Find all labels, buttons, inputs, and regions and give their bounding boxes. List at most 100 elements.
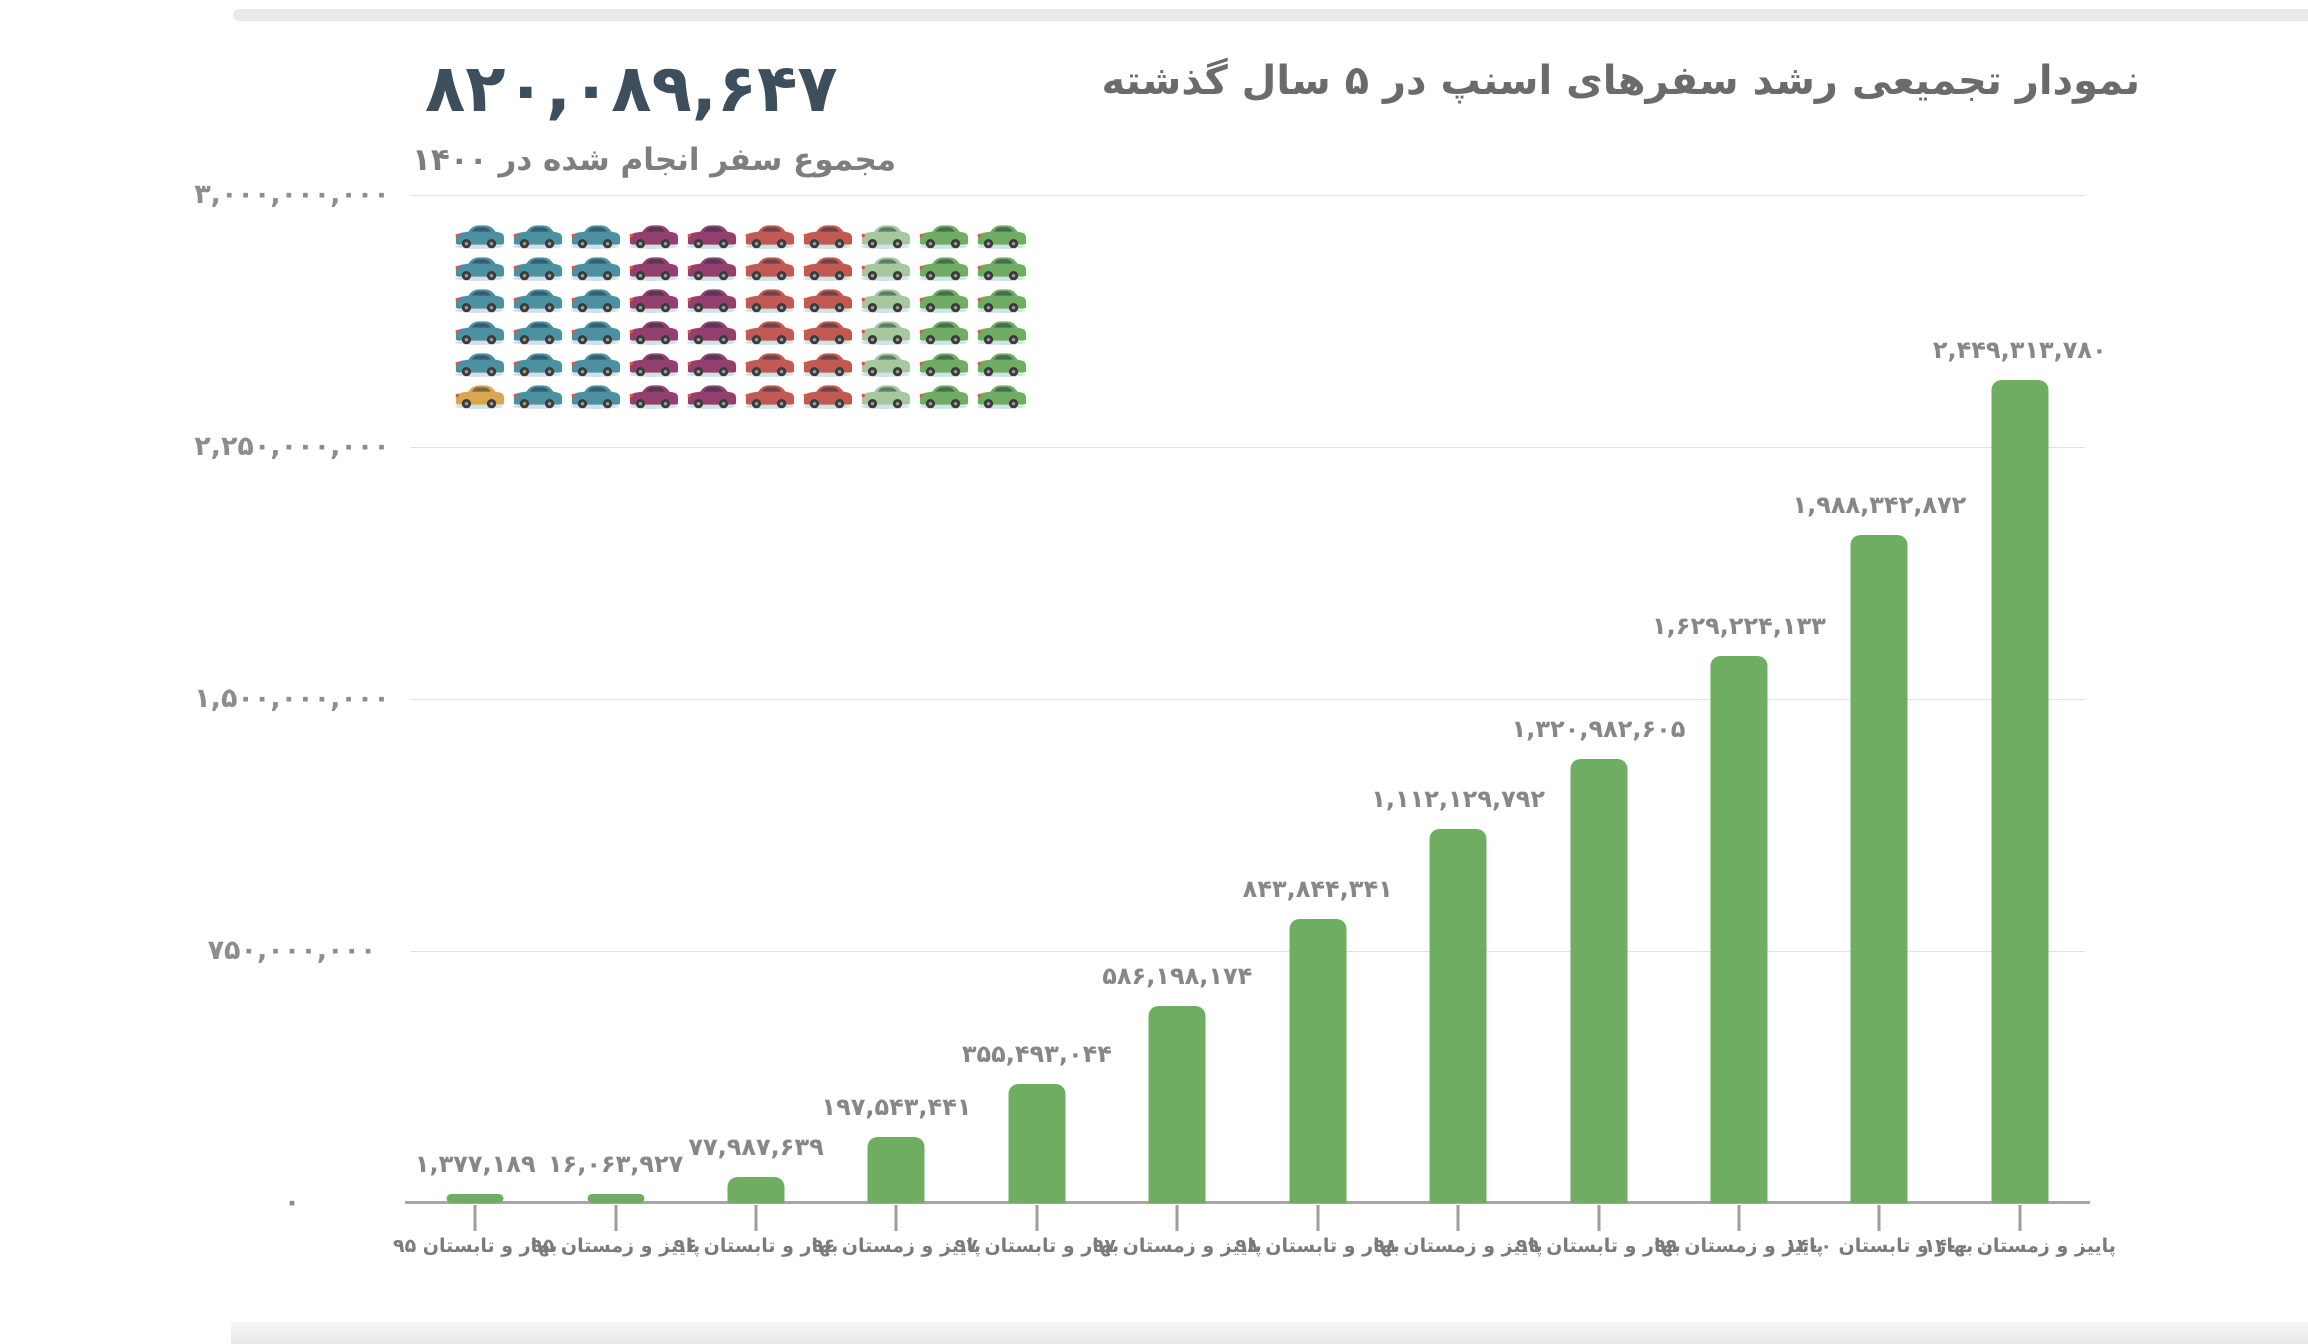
car-icon	[742, 252, 796, 282]
car-icon	[626, 252, 680, 282]
bar	[1429, 829, 1487, 1203]
car-icon	[858, 252, 912, 282]
bar	[727, 1177, 785, 1203]
car-icon	[974, 348, 1028, 378]
car-icon	[626, 348, 680, 378]
bar-value-label: ۷۷,۹۸۷,۶۳۹	[688, 1133, 824, 1161]
bar-column: ۱۶,۰۶۳,۹۲۷ پاییز و زمستان ۹۵	[531, 195, 700, 1257]
car-icon	[452, 348, 506, 378]
car-icon	[742, 284, 796, 314]
car-icon	[684, 252, 738, 282]
top-divider	[233, 9, 2308, 21]
car-icon	[858, 284, 912, 314]
gridline	[410, 951, 2085, 952]
car-icon	[974, 380, 1028, 410]
axis-tick	[1175, 1205, 1179, 1231]
car-icon	[684, 348, 738, 378]
x-axis-label: پاییز و زمستان ۹۸	[1373, 1235, 1543, 1257]
car-icon	[452, 380, 506, 410]
bar-column: ۱,۹۸۸,۳۴۲,۸۷۲ بهار و تابستان ۱۴۰۰	[1786, 195, 1974, 1257]
bar-value-label: ۸۴۳,۸۴۴,۳۴۱	[1242, 875, 1393, 903]
car-icon	[800, 252, 854, 282]
x-axis-label: بهار و تابستان ۹۹	[1516, 1235, 1681, 1257]
bar	[446, 1194, 504, 1203]
car-icon	[916, 380, 970, 410]
car-icon	[684, 220, 738, 250]
bar-value-label: ۱,۳۲۰,۹۸۲,۶۰۵	[1511, 715, 1686, 743]
car-icon	[858, 316, 912, 346]
bar-column: ۱,۳۲۰,۹۸۲,۶۰۵ بهار و تابستان ۹۹	[1512, 195, 1686, 1257]
car-icon	[974, 220, 1028, 250]
axis-tick	[754, 1205, 758, 1231]
gridline	[410, 447, 2085, 448]
car-icon	[742, 316, 796, 346]
y-axis-label: ۰	[283, 1187, 301, 1218]
car-icon	[452, 220, 506, 250]
x-axis-label: بهار و تابستان ۹۸	[1235, 1235, 1400, 1257]
bar-value-label: ۱۶,۰۶۳,۹۲۷	[547, 1150, 684, 1178]
car-icon	[858, 380, 912, 410]
x-axis-label: بهار و تابستان ۹۵	[392, 1235, 558, 1257]
gridline	[410, 699, 2085, 700]
x-axis-label: پاییز و زمستان ۹۹	[1654, 1235, 1824, 1257]
gridline	[410, 195, 2085, 196]
car-icon	[684, 380, 738, 410]
y-axis-label: ۱,۵۰۰,۰۰۰,۰۰۰	[194, 683, 390, 714]
car-icon	[916, 252, 970, 282]
bar	[1008, 1084, 1066, 1203]
chart-title: نمودار تجمیعی رشد سفرهای اسنپ در ۵ سال گ…	[1101, 58, 2140, 104]
car-icon	[568, 220, 622, 250]
car-icon	[742, 220, 796, 250]
bar	[867, 1137, 925, 1203]
bar	[1289, 919, 1347, 1203]
bar-value-label: ۱,۹۸۸,۳۴۲,۸۷۲	[1792, 491, 1967, 519]
bar-column: ۵۸۶,۱۹۸,۱۷۴ پاییز و زمستان ۹۷	[1093, 195, 1262, 1257]
axis-tick	[1035, 1205, 1039, 1231]
car-icon	[974, 252, 1028, 282]
axis-tick	[1737, 1205, 1741, 1231]
car-icon	[974, 316, 1028, 346]
y-axis-label: ۲,۲۵۰,۰۰۰,۰۰۰	[194, 431, 390, 462]
axis-tick	[1316, 1205, 1320, 1231]
axis-tick	[1456, 1205, 1460, 1231]
bar-value-label: ۱۹۷,۵۴۳,۴۴۱	[821, 1093, 972, 1121]
axis-tick	[614, 1205, 618, 1231]
car-icon	[510, 252, 564, 282]
car-icon	[452, 252, 506, 282]
bar-value-label: ۱,۶۲۹,۲۲۴,۱۳۳	[1652, 612, 1826, 640]
car-icon	[742, 380, 796, 410]
bar-value-label: ۲,۴۴۹,۳۱۳,۷۸۰	[1932, 336, 2107, 364]
axis-tick	[1877, 1205, 1881, 1231]
bar-column: ۸۴۳,۸۴۴,۳۴۱ بهار و تابستان ۹۸	[1235, 195, 1399, 1257]
bar	[1991, 380, 2049, 1203]
car-icon	[568, 284, 622, 314]
total-trips-stat: ۸۲۰,۰۸۹,۶۴۷	[425, 50, 838, 127]
car-icon	[916, 348, 970, 378]
car-icon	[626, 220, 680, 250]
y-axis-label: ۳,۰۰۰,۰۰۰,۰۰۰	[194, 179, 390, 210]
x-axis-label: بهار و تابستان ۹۶	[673, 1235, 839, 1257]
bar	[587, 1194, 645, 1203]
car-icon	[684, 316, 738, 346]
bar	[1570, 759, 1628, 1203]
x-axis-label: پاییز و زمستان ۹۶	[811, 1235, 981, 1257]
car-icon	[568, 348, 622, 378]
x-axis-label: پاییز و زمستان ۱۴۰۰	[1923, 1235, 2116, 1257]
car-icon	[626, 380, 680, 410]
x-axis-label: پاییز و زمستان ۹۵	[531, 1235, 701, 1257]
car-icon	[684, 284, 738, 314]
car-icon	[800, 348, 854, 378]
car-icon	[510, 220, 564, 250]
car-icon	[626, 284, 680, 314]
car-icon	[568, 380, 622, 410]
car-icon	[510, 284, 564, 314]
car-icon	[916, 284, 970, 314]
bar-value-label: ۳۵۵,۴۹۳,۰۴۴	[961, 1040, 1112, 1068]
car-icon	[800, 316, 854, 346]
x-axis-line	[405, 1201, 2090, 1204]
x-axis-label: پاییز و زمستان ۹۷	[1092, 1235, 1262, 1257]
bar	[1850, 535, 1908, 1203]
bar	[1710, 656, 1768, 1203]
car-icon	[510, 348, 564, 378]
